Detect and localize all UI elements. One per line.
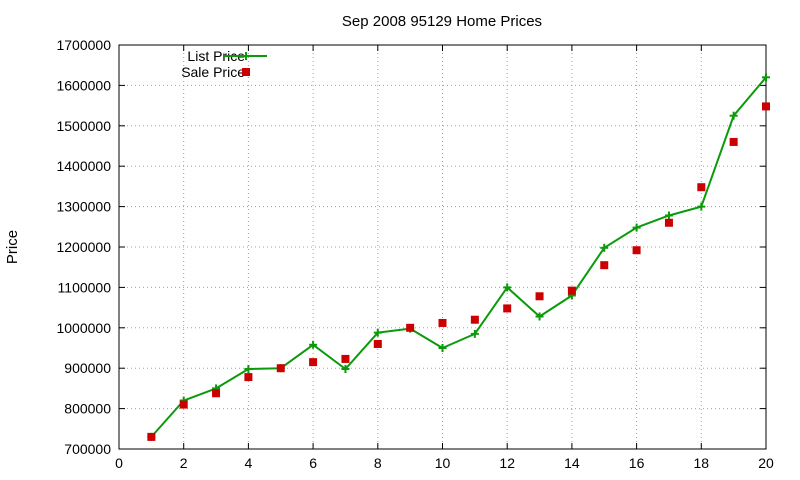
legend: List Price Sale Price [181,48,267,80]
x-tick-label: 16 [629,455,645,471]
sale-price-point [341,354,350,363]
x-tick-label: 20 [758,455,774,471]
list-price-point [244,365,253,374]
list-price-point [697,202,706,211]
list-price-point [341,365,350,374]
legend-entry-sale-price: Sale Price [181,64,250,80]
x-tick-label: 8 [374,455,382,471]
y-tick-label: 1700000 [56,37,111,53]
legend-entry-list-price: List Price [187,48,267,64]
legend-swatch-sale-price [242,68,250,76]
list-price-point [309,340,318,349]
y-tick-label: 1300000 [56,199,111,215]
x-tick-label: 10 [435,455,451,471]
x-tick-label: 12 [499,455,515,471]
legend-label-sale-price: Sale Price [181,64,245,80]
list-price-point [503,283,512,292]
series [147,73,770,441]
sale-price-point [697,183,706,192]
y-tick-label: 1500000 [56,118,111,134]
sale-price-point [147,432,156,441]
legend-square [242,68,250,76]
list-price-point [535,312,544,321]
sale-price-point [503,304,512,313]
sale-price-point [600,261,609,270]
y-tick-label: 1600000 [56,77,111,93]
chart-title: Sep 2008 95129 Home Prices [342,13,542,30]
sale-price-point [567,286,576,295]
x-tick-label: 6 [309,455,317,471]
sale-price-point [244,373,253,382]
y-tick-label: 1400000 [56,158,111,174]
y-tick-label: 1000000 [56,320,111,336]
sale-price-point [470,315,479,324]
sale-price-point [438,318,447,327]
sale-price-point [179,400,188,409]
legend-swatch-list-price [224,52,267,60]
list-price-point [438,344,447,352]
y-tick-label: 800000 [64,401,111,417]
list-price-point [470,329,479,338]
list-price-point [762,73,770,82]
sale-price-point [373,339,382,348]
y-tick-label: 900000 [64,360,111,376]
x-tick-label: 0 [115,455,123,471]
x-tick-label: 2 [180,455,188,471]
legend-label-list-price: List Price [187,48,245,64]
list-price-point [729,111,738,120]
grid [119,45,766,449]
list-price-point [373,328,382,337]
list-price-point [600,243,609,252]
list-price-point [632,223,641,232]
list-price-line [150,76,767,438]
x-tick-label: 14 [564,455,580,471]
sale-price-point [632,246,641,255]
sale-price-point [276,364,285,373]
x-tick-label: 18 [694,455,710,471]
sale-price-point [535,292,544,301]
list-price-point [664,211,673,220]
sale-price-point [729,137,738,146]
y-tick-label: 700000 [64,441,111,457]
y-axis-label: Price [4,230,21,264]
sale-price-point [309,358,318,367]
sale-price-point [664,218,673,227]
sale-price-point [212,389,221,398]
sale-price-point [762,102,770,111]
y-tick-label: 1200000 [56,239,111,255]
axis-ticks: 0 2 4 6 8 10 12 14 16 18 20 700000 800000 900000 10000… [56,37,774,471]
x-tick-label: 4 [245,455,253,471]
sale-price-point [406,323,415,332]
y-tick-label: 1100000 [58,279,112,295]
